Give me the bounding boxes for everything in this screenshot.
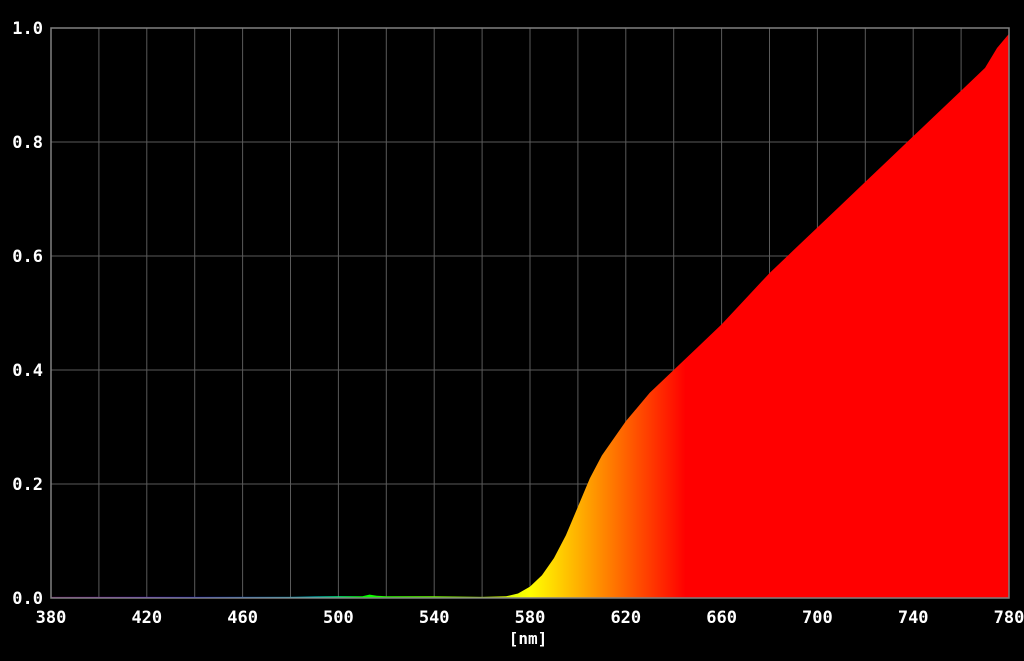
- x-tick-label: 660: [706, 608, 737, 628]
- y-tick-label: 0.0: [12, 589, 43, 609]
- y-tick-label: 0.8: [12, 133, 43, 153]
- plot-frame: [50, 27, 1010, 599]
- x-tick-label: 380: [36, 608, 67, 628]
- x-tick-labels: 380 420 460 500 540 580 620 660 700 740 780: [36, 608, 1024, 628]
- x-tick-label: 700: [802, 608, 833, 628]
- y-tick-label: 1.0: [12, 19, 43, 39]
- x-tick-label: 540: [419, 608, 450, 628]
- y-tick-label: 0.2: [12, 475, 43, 495]
- x-tick-label: 500: [323, 608, 354, 628]
- x-axis-label: [nm]: [509, 629, 548, 648]
- x-tick-label: 460: [227, 608, 258, 628]
- y-tick-label: 0.4: [12, 361, 43, 381]
- y-tick-labels: 0.0 0.2 0.4 0.6 0.8 1.0: [12, 19, 43, 609]
- spectrum-area-layer: [51, 33, 1009, 598]
- x-tick-label: 780: [994, 608, 1024, 628]
- x-tick-label: 620: [610, 608, 641, 628]
- x-tick-label: 580: [515, 608, 546, 628]
- x-tick-label: 740: [898, 608, 929, 628]
- spectrum-area: [51, 33, 1009, 598]
- x-tick-label: 420: [131, 608, 162, 628]
- y-tick-label: 0.6: [12, 247, 43, 267]
